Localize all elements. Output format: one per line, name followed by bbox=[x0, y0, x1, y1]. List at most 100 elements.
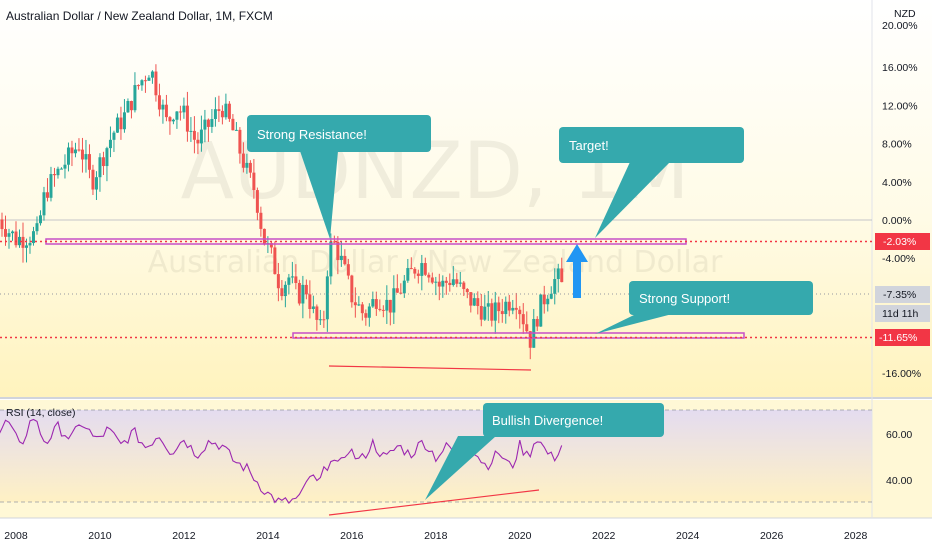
candle-body bbox=[465, 289, 469, 293]
candle-body bbox=[178, 111, 182, 113]
candle-body bbox=[35, 223, 39, 232]
candle-body bbox=[129, 101, 133, 111]
candle-body bbox=[238, 129, 242, 154]
candle-body bbox=[350, 275, 354, 303]
watermark-name: Australian Dollar / New Zealand Dollar bbox=[148, 245, 723, 280]
callout-divergence[interactable]: Bullish Divergence! bbox=[425, 403, 664, 500]
candle-body bbox=[472, 298, 476, 306]
candle-body bbox=[0, 219, 4, 230]
currency-label: NZD bbox=[894, 8, 916, 20]
candle-body bbox=[105, 148, 109, 167]
candle-body bbox=[49, 174, 53, 198]
time-axis-bg bbox=[0, 518, 932, 550]
candle-body bbox=[154, 71, 158, 96]
price-tick-label: -4.00% bbox=[882, 253, 915, 265]
candle-body bbox=[434, 281, 438, 283]
candle-body bbox=[444, 280, 448, 283]
candle-body bbox=[255, 190, 259, 213]
candle-body bbox=[192, 130, 196, 140]
candle-body bbox=[273, 247, 277, 275]
time-tick-label: 2018 bbox=[424, 530, 448, 542]
candle-body bbox=[189, 130, 193, 132]
rsi-axis[interactable]: 60.00 40.00 bbox=[886, 429, 912, 487]
candle-body bbox=[392, 288, 396, 313]
target-arrow bbox=[566, 244, 588, 298]
support-zone bbox=[292, 332, 745, 339]
candle-body bbox=[546, 298, 550, 305]
candle-body bbox=[150, 71, 154, 78]
price-axis[interactable]: 20.00% 16.00% 12.00% 8.00% 4.00% 0.00% -4.00% -… bbox=[882, 20, 921, 380]
candle-body bbox=[140, 80, 144, 86]
callout-divergence-box bbox=[483, 403, 664, 437]
candle-body bbox=[213, 109, 217, 119]
callout-target-pointer bbox=[595, 162, 670, 238]
callout-support[interactable]: Strong Support! bbox=[595, 281, 813, 334]
time-tick-label: 2028 bbox=[844, 530, 868, 542]
candle-body bbox=[77, 149, 81, 151]
candle-body bbox=[360, 304, 364, 314]
candle-body bbox=[94, 177, 98, 190]
candle-body bbox=[514, 307, 518, 310]
candle-body bbox=[462, 282, 466, 290]
candle-body bbox=[161, 104, 165, 110]
candle-body bbox=[220, 110, 224, 118]
candle-body bbox=[301, 284, 305, 304]
candle-body bbox=[231, 118, 235, 131]
candle-body bbox=[126, 101, 130, 113]
candle-body bbox=[521, 314, 525, 325]
candle-body bbox=[38, 215, 42, 224]
candle-body bbox=[500, 311, 504, 315]
time-tick-label: 2026 bbox=[760, 530, 784, 542]
candle-body bbox=[269, 243, 273, 248]
time-tick-label: 2014 bbox=[256, 530, 280, 542]
candle-body bbox=[73, 149, 77, 154]
candle-body bbox=[70, 147, 74, 154]
time-axis[interactable]: 2008 2010 2012 2014 2016 2018 2020 2022 2024 2026… bbox=[4, 530, 867, 542]
badge-current-bg bbox=[875, 286, 930, 303]
candle-body bbox=[63, 164, 67, 169]
candle-body bbox=[210, 118, 214, 127]
candle-body bbox=[353, 302, 357, 306]
candle-body bbox=[115, 117, 119, 133]
candle-body bbox=[476, 298, 480, 307]
candle-body bbox=[315, 306, 319, 320]
time-tick-label: 2012 bbox=[172, 530, 196, 542]
candle-body bbox=[112, 132, 116, 140]
callout-target-box bbox=[559, 127, 744, 163]
candle-body bbox=[280, 288, 284, 297]
candle-body bbox=[528, 331, 532, 348]
candle-body bbox=[332, 241, 336, 243]
candle-body bbox=[329, 241, 333, 277]
candle-body bbox=[322, 319, 326, 321]
candle-body bbox=[469, 292, 473, 306]
candle-body bbox=[483, 306, 487, 320]
candle-body bbox=[108, 139, 112, 149]
candle-body bbox=[80, 149, 84, 160]
candle-body bbox=[10, 231, 14, 234]
candle-body bbox=[423, 263, 427, 275]
candle-body bbox=[119, 117, 123, 130]
candle-body bbox=[262, 228, 266, 245]
time-tick-label: 2022 bbox=[592, 530, 616, 542]
candle-body bbox=[87, 154, 91, 170]
candle-body bbox=[455, 279, 459, 284]
callout-resistance[interactable]: Strong Resistance! bbox=[247, 115, 431, 239]
candle-body bbox=[294, 276, 298, 283]
candle-body bbox=[371, 299, 375, 307]
candle-body bbox=[203, 119, 207, 130]
price-tick-label: 20.00% bbox=[882, 20, 918, 32]
candle-body bbox=[336, 241, 340, 261]
candle-body bbox=[66, 147, 70, 165]
callout-divergence-pointer bbox=[425, 436, 496, 500]
price-tick-label: 0.00% bbox=[882, 215, 912, 227]
candle-body bbox=[542, 294, 546, 305]
candle-body bbox=[3, 229, 7, 237]
candle-body bbox=[553, 279, 557, 294]
candle-body bbox=[45, 192, 49, 198]
candle-body bbox=[346, 264, 350, 276]
time-tick-label: 2008 bbox=[4, 530, 28, 542]
candle-body bbox=[409, 268, 413, 270]
rsi-tick-label: 60.00 bbox=[886, 429, 912, 441]
callout-target[interactable]: Target! bbox=[559, 127, 744, 238]
candle-body bbox=[427, 274, 431, 278]
